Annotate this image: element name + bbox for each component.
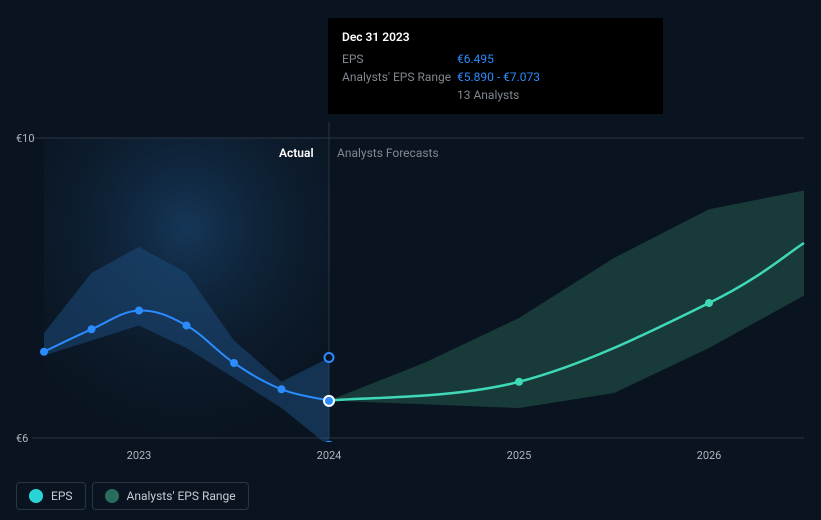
tooltip-subtext: 13 Analysts <box>457 86 649 104</box>
tooltip-date: Dec 31 2023 <box>342 28 649 46</box>
legend-swatch-icon <box>29 489 43 503</box>
x-axis-label: 2024 <box>317 449 342 462</box>
y-axis-label: €6 <box>16 432 28 445</box>
region-label-forecast: Analysts Forecasts <box>337 146 439 160</box>
tooltip-row: Analysts' EPS Range €5.890 - €7.073 <box>342 68 649 86</box>
x-axis-label: 2023 <box>127 449 152 462</box>
legend-label: EPS <box>51 489 73 503</box>
tooltip-row-label: EPS <box>342 50 457 68</box>
y-axis-label: €10 <box>16 132 35 145</box>
legend-item-range[interactable]: Analysts' EPS Range <box>92 482 249 510</box>
eps-chart[interactable]: €10€6 2023202420252026 ActualAnalysts Fo… <box>16 122 806 442</box>
tooltip-row-value: €5.890 - €7.073 <box>457 68 540 86</box>
chart-svg <box>16 122 806 442</box>
tooltip-row-value: €6.495 <box>457 50 494 68</box>
x-axis-label: 2026 <box>697 449 722 462</box>
chart-legend: EPS Analysts' EPS Range <box>16 482 249 510</box>
legend-swatch-icon <box>105 489 119 503</box>
tooltip-row: EPS €6.495 <box>342 50 649 68</box>
x-axis-label: 2025 <box>507 449 532 462</box>
legend-item-eps[interactable]: EPS <box>16 482 86 510</box>
tooltip-row-label: Analysts' EPS Range <box>342 68 457 86</box>
chart-tooltip: Dec 31 2023 EPS €6.495 Analysts' EPS Ran… <box>328 18 663 114</box>
region-label-actual: Actual <box>279 146 314 160</box>
legend-label: Analysts' EPS Range <box>127 489 236 503</box>
